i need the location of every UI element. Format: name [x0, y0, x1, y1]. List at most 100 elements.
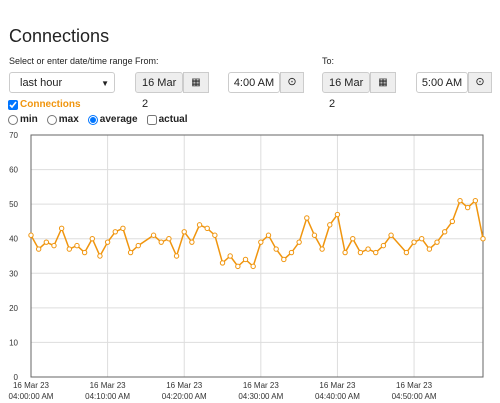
data-point	[189, 239, 195, 245]
y-tick-label: 70	[9, 131, 18, 140]
x-tick-label: 04:40:00 AM	[315, 392, 360, 401]
data-point	[449, 218, 456, 225]
plot-frame	[30, 134, 484, 378]
x-tick-label: 04:50:00 AM	[392, 392, 437, 401]
data-point	[311, 232, 318, 238]
data-point	[365, 246, 371, 252]
data-point	[166, 236, 172, 242]
data-point	[135, 242, 141, 249]
mode-group: min max average actual	[8, 114, 188, 125]
clock-button[interactable]: ⊙	[280, 72, 304, 93]
x-tick-label: 04:30:00 AM	[238, 392, 283, 401]
data-point	[288, 249, 295, 256]
x-tick-label: 16 Mar 23	[243, 381, 280, 390]
data-point	[150, 232, 157, 238]
data-point	[265, 232, 272, 238]
mode-input[interactable]	[146, 114, 157, 125]
preset: last hour	[20, 77, 63, 89]
data-point	[66, 246, 73, 252]
series-toggle[interactable]: Connections	[8, 99, 81, 110]
data-point	[104, 239, 111, 245]
mode-label: max	[58, 114, 79, 125]
x-tick-label: 16 Mar 23	[13, 381, 50, 390]
checkbox[interactable]	[8, 99, 18, 110]
data-point	[441, 229, 448, 235]
mode-input[interactable]	[8, 114, 18, 125]
data-point	[472, 197, 479, 204]
data-point	[296, 239, 302, 245]
data-point	[480, 236, 486, 242]
data-point	[242, 256, 249, 263]
data-point	[457, 197, 463, 204]
data-point	[204, 225, 210, 232]
page-title: Connections	[9, 26, 110, 46]
data-point	[380, 242, 387, 249]
y-tick-label: 30	[9, 269, 18, 278]
data-point	[227, 253, 233, 259]
data-point	[304, 215, 310, 221]
mode-label: average	[99, 114, 138, 125]
to-label: To:	[322, 56, 335, 66]
mode-option[interactable]: actual	[146, 114, 188, 125]
x-tick-label: 04:20:00 AM	[162, 392, 207, 401]
x-tick-label: 04:00:00 AM	[9, 392, 54, 401]
x-tick-label: 16 Mar 23	[319, 381, 356, 390]
data-point	[319, 246, 325, 252]
data-point	[342, 249, 348, 256]
mode-label: min	[20, 114, 38, 125]
data-point	[258, 239, 264, 245]
calendar-button[interactable]: ▦	[183, 72, 209, 93]
x-tick-label: 16 Mar 23	[166, 381, 203, 390]
data-point	[281, 256, 287, 263]
range-label: Select or enter date/time range	[9, 56, 133, 66]
data-point	[434, 239, 440, 245]
data-point	[212, 232, 218, 238]
calendar-button[interactable]: ▦	[370, 72, 396, 93]
mode-option[interactable]: max	[46, 114, 79, 125]
y-tick-label: 60	[9, 166, 18, 175]
data-point	[334, 211, 341, 218]
to-time[interactable]: 5:00 AM	[416, 72, 468, 93]
data-point	[419, 236, 425, 242]
preset-select[interactable]: last hour ▼	[9, 72, 115, 93]
y-tick-label: 20	[9, 304, 18, 313]
data-point	[196, 222, 203, 228]
from-date[interactable]: 16 Mar 2	[135, 72, 183, 110]
data-point	[403, 249, 410, 256]
data-point	[327, 222, 333, 228]
data-point	[97, 253, 103, 259]
mode-input[interactable]	[87, 114, 98, 125]
data-point	[426, 246, 433, 252]
x-tick-label: 16 Mar 23	[90, 381, 127, 390]
data-point	[74, 242, 80, 249]
x-tick-label: 04:10:00 AM	[85, 392, 130, 401]
y-tick-label: 10	[9, 338, 18, 347]
mode-label: actual	[158, 114, 188, 125]
mode-option[interactable]: average	[87, 114, 138, 125]
data-point	[250, 263, 256, 270]
data-point	[51, 242, 57, 249]
to-date[interactable]: 16 Mar 2	[322, 72, 370, 110]
y-tick-label: 50	[9, 200, 18, 209]
data-point	[273, 246, 279, 252]
data-point	[181, 229, 187, 235]
data-point	[373, 249, 379, 256]
data-point	[173, 253, 180, 259]
clock-button[interactable]: ⊙	[468, 72, 492, 93]
series-label: Connections	[20, 99, 81, 110]
from-time[interactable]: 4:00 AM	[228, 72, 280, 93]
data-point	[158, 239, 164, 245]
data-point	[235, 263, 241, 270]
data-point	[81, 249, 88, 256]
data-point	[388, 232, 394, 238]
mode-input[interactable]	[46, 114, 57, 125]
series-line	[30, 199, 484, 268]
x-tick-label: 16 Mar 23	[396, 381, 433, 390]
data-point	[58, 225, 65, 232]
data-point	[411, 239, 417, 245]
data-point	[350, 236, 356, 242]
data-point	[112, 229, 118, 235]
data-point	[28, 232, 34, 238]
mode-option[interactable]: min	[8, 114, 38, 125]
